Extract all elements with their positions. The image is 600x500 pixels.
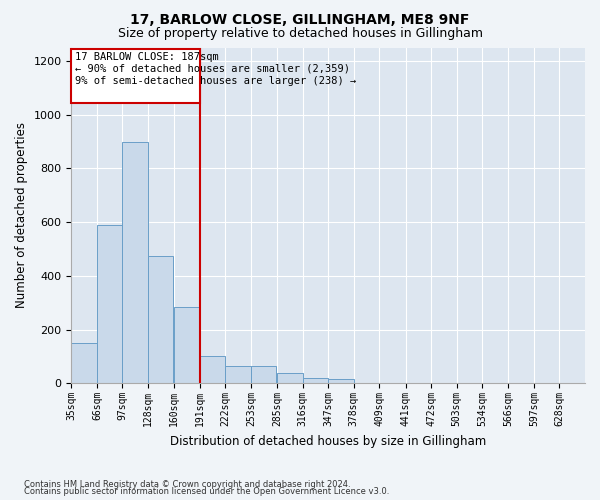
Bar <box>71 343 97 384</box>
Text: 9% of semi-detached houses are larger (238) →: 9% of semi-detached houses are larger (2… <box>74 76 356 86</box>
Bar <box>200 356 226 384</box>
Text: ← 90% of detached houses are smaller (2,359): ← 90% of detached houses are smaller (2,… <box>74 64 350 74</box>
Text: 17 BARLOW CLOSE: 187sqm: 17 BARLOW CLOSE: 187sqm <box>74 52 218 62</box>
Bar <box>328 379 354 384</box>
Bar <box>97 225 122 384</box>
Bar <box>148 256 173 384</box>
Y-axis label: Number of detached properties: Number of detached properties <box>15 122 28 308</box>
Bar <box>122 142 148 384</box>
Bar <box>226 366 251 384</box>
Bar <box>174 306 200 384</box>
Bar <box>277 372 302 384</box>
Bar <box>71 49 200 102</box>
Text: 17, BARLOW CLOSE, GILLINGHAM, ME8 9NF: 17, BARLOW CLOSE, GILLINGHAM, ME8 9NF <box>130 12 470 26</box>
X-axis label: Distribution of detached houses by size in Gillingham: Distribution of detached houses by size … <box>170 434 487 448</box>
Text: Size of property relative to detached houses in Gillingham: Size of property relative to detached ho… <box>118 28 482 40</box>
Bar <box>302 378 328 384</box>
Text: Contains HM Land Registry data © Crown copyright and database right 2024.: Contains HM Land Registry data © Crown c… <box>24 480 350 489</box>
Text: Contains public sector information licensed under the Open Government Licence v3: Contains public sector information licen… <box>24 487 389 496</box>
Bar <box>251 366 277 384</box>
